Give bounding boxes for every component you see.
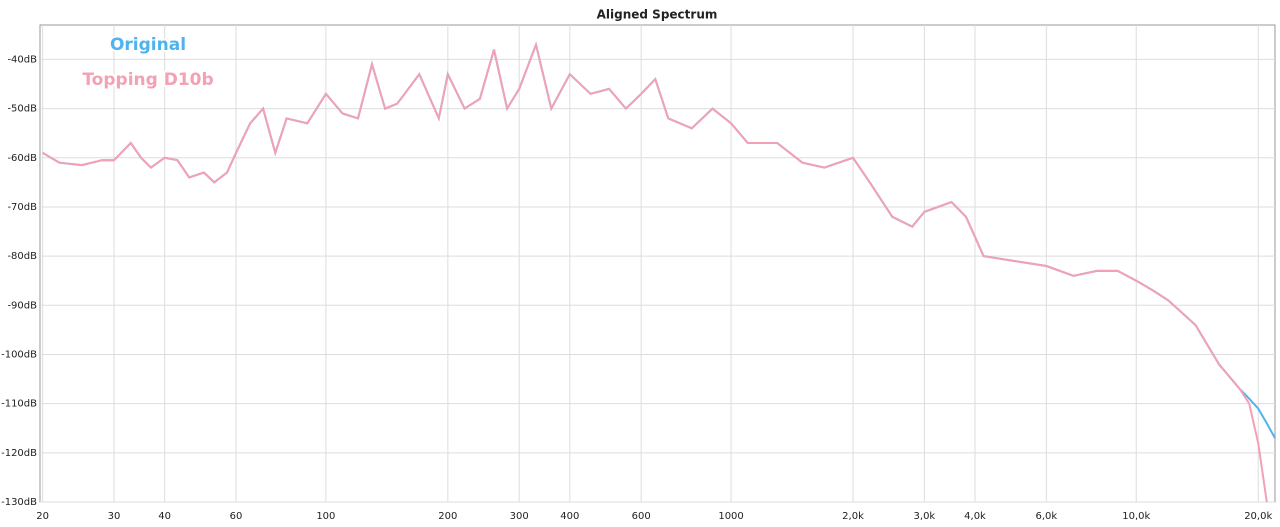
y-tick-label: -110dB [1, 399, 37, 410]
y-tick-label: -50dB [7, 104, 37, 115]
x-tick-label: 100 [316, 511, 335, 522]
legend-label: Original [110, 35, 186, 55]
x-tick-label: 40 [158, 511, 171, 522]
x-tick-label: 1000 [718, 511, 743, 522]
x-tick-label: 400 [560, 511, 579, 522]
x-tick-label: 2,0k [842, 511, 864, 522]
y-tick-label: -80dB [7, 251, 37, 262]
y-tick-label: -100dB [1, 349, 37, 360]
x-tick-label: 60 [230, 511, 243, 522]
x-tick-label: 4,0k [964, 511, 986, 522]
x-tick-label: 10,0k [1122, 511, 1150, 522]
x-tick-label: 20,0k [1244, 511, 1272, 522]
x-tick-label: 6,0k [1036, 511, 1058, 522]
series-line [42, 41, 1276, 439]
x-tick-label: 600 [632, 511, 651, 522]
y-tick-label: -120dB [1, 448, 37, 459]
x-tick-label: 300 [510, 511, 529, 522]
x-tick-label: 3,0k [914, 511, 936, 522]
x-tick-label: 200 [438, 511, 457, 522]
legend-label: Topping D10b [82, 70, 213, 90]
y-tick-label: -60dB [7, 153, 37, 164]
chart-title: Aligned Spectrum [597, 8, 718, 22]
y-tick-label: -130dB [1, 497, 37, 508]
y-tick-label: -90dB [7, 300, 37, 311]
y-tick-label: -40dB [7, 54, 37, 65]
series-line [42, 41, 1268, 503]
x-tick-label: 30 [108, 511, 121, 522]
plot-frame [39, 24, 1276, 503]
y-tick-label: -70dB [7, 202, 37, 213]
x-tick-label: 20 [36, 511, 49, 522]
